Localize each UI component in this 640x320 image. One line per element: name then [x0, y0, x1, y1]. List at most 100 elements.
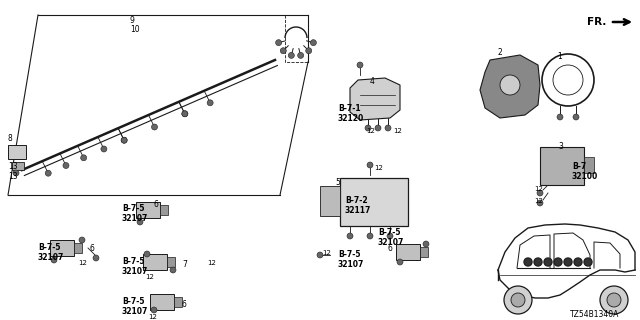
Circle shape — [375, 125, 381, 131]
Bar — [160, 205, 168, 215]
Circle shape — [573, 114, 579, 120]
Circle shape — [584, 258, 592, 266]
Text: 3: 3 — [558, 142, 563, 151]
Text: 32107: 32107 — [122, 307, 148, 316]
Text: 4: 4 — [370, 77, 375, 86]
Circle shape — [101, 146, 107, 152]
Circle shape — [137, 219, 143, 225]
Bar — [396, 244, 420, 260]
Bar — [340, 178, 408, 226]
Circle shape — [79, 237, 85, 243]
Circle shape — [151, 307, 157, 313]
Circle shape — [152, 124, 157, 130]
Circle shape — [276, 40, 282, 46]
Circle shape — [544, 258, 552, 266]
Text: 2: 2 — [497, 48, 502, 57]
Bar — [584, 157, 594, 173]
Bar — [8, 145, 26, 159]
Circle shape — [45, 170, 51, 176]
Circle shape — [289, 52, 294, 58]
Text: 12: 12 — [322, 250, 331, 256]
Circle shape — [347, 233, 353, 239]
Text: 32107: 32107 — [122, 214, 148, 223]
Bar — [540, 147, 584, 185]
Text: B-7-2: B-7-2 — [345, 196, 367, 205]
Text: B-7-1: B-7-1 — [338, 104, 360, 113]
Text: 8: 8 — [8, 134, 13, 143]
Circle shape — [387, 233, 393, 239]
Text: 13: 13 — [8, 172, 18, 181]
Circle shape — [500, 75, 520, 95]
Text: 6: 6 — [182, 300, 187, 309]
Text: 32107: 32107 — [122, 267, 148, 276]
Circle shape — [13, 170, 19, 176]
Text: B-7: B-7 — [572, 162, 586, 171]
Circle shape — [385, 125, 391, 131]
Circle shape — [182, 111, 188, 117]
Circle shape — [280, 48, 286, 54]
Bar — [150, 294, 174, 310]
Text: 5: 5 — [335, 178, 340, 187]
Text: 32107: 32107 — [38, 253, 65, 262]
Text: 12: 12 — [534, 198, 543, 204]
Bar — [174, 297, 182, 307]
Text: 13: 13 — [8, 162, 18, 171]
Circle shape — [574, 258, 582, 266]
Circle shape — [607, 293, 621, 307]
Text: 7: 7 — [182, 260, 187, 269]
Circle shape — [63, 163, 69, 169]
Text: 12: 12 — [366, 128, 375, 134]
Bar — [12, 162, 24, 170]
Text: 12: 12 — [145, 274, 154, 280]
Polygon shape — [480, 55, 540, 118]
Circle shape — [93, 255, 99, 261]
Text: 12: 12 — [393, 128, 402, 134]
Bar — [50, 240, 74, 256]
Circle shape — [534, 258, 542, 266]
Text: TZ54B1340A: TZ54B1340A — [570, 310, 620, 319]
Text: 12: 12 — [374, 165, 383, 171]
Text: B-7-5: B-7-5 — [338, 250, 360, 259]
Circle shape — [557, 114, 563, 120]
Bar — [74, 243, 82, 253]
Text: 1: 1 — [557, 52, 562, 61]
Text: B-7-5: B-7-5 — [378, 228, 401, 237]
Text: B-7-5: B-7-5 — [122, 257, 145, 266]
Circle shape — [207, 100, 213, 106]
Bar — [320, 186, 340, 216]
Text: FR.: FR. — [587, 17, 606, 27]
Bar — [136, 202, 160, 218]
Circle shape — [298, 52, 303, 58]
Circle shape — [554, 258, 562, 266]
Text: 32120: 32120 — [338, 114, 364, 123]
Text: B-7-5: B-7-5 — [122, 204, 145, 213]
Text: 12: 12 — [148, 314, 157, 320]
Text: 32107: 32107 — [378, 238, 404, 247]
Circle shape — [357, 62, 363, 68]
Polygon shape — [350, 78, 400, 120]
Text: 32100: 32100 — [572, 172, 598, 181]
Circle shape — [365, 125, 371, 131]
Circle shape — [317, 252, 323, 258]
Circle shape — [511, 293, 525, 307]
Text: 12: 12 — [207, 260, 216, 266]
Bar — [420, 247, 428, 257]
Circle shape — [537, 200, 543, 206]
Circle shape — [367, 233, 373, 239]
Text: 6: 6 — [388, 244, 393, 253]
Bar — [167, 257, 175, 267]
Text: 12: 12 — [78, 260, 87, 266]
Text: 12: 12 — [534, 186, 543, 192]
Circle shape — [121, 137, 127, 143]
Text: 10: 10 — [130, 25, 140, 34]
Circle shape — [524, 258, 532, 266]
Circle shape — [564, 258, 572, 266]
Circle shape — [306, 48, 312, 54]
Circle shape — [397, 259, 403, 265]
Text: 32117: 32117 — [345, 206, 371, 215]
Text: B-7-5: B-7-5 — [122, 297, 145, 306]
Text: 6: 6 — [154, 200, 159, 209]
Text: 32107: 32107 — [338, 260, 364, 269]
Text: 6: 6 — [90, 244, 95, 253]
Text: 9: 9 — [130, 16, 135, 25]
